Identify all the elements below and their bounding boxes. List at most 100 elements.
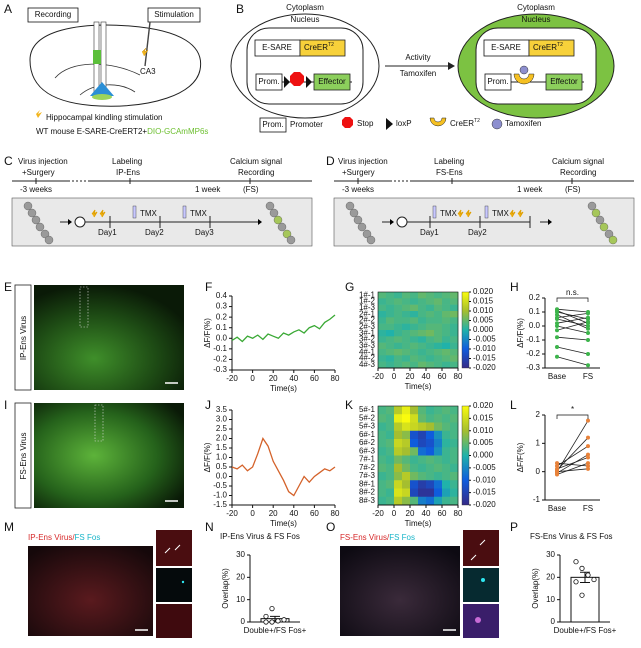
y-tick-label: 1.5 — [216, 443, 228, 452]
heat-cell — [410, 463, 419, 473]
label: T2 — [328, 42, 334, 48]
y-axis-label: ΔF/F(%) — [203, 318, 212, 348]
heat-cell — [434, 488, 443, 498]
heat-cell — [442, 311, 451, 318]
heat-cell — [442, 355, 451, 362]
heat-cell — [378, 298, 387, 305]
point — [275, 618, 281, 624]
heat-cell — [394, 406, 403, 415]
shape — [528, 39, 575, 57]
significance-bracket — [556, 297, 589, 302]
panel-a: Recording Stimulation CA3 Hippocampal ki… — [27, 7, 208, 136]
pair-line — [556, 457, 589, 470]
label: CA3 — [140, 67, 156, 76]
x-tick-label: FS — [583, 372, 593, 381]
label: IP-Ens Virus/ — [28, 533, 75, 542]
annotation: * — [571, 405, 574, 414]
heat-cell — [442, 488, 451, 498]
panel-b: Cytoplasm Nucleus E-SARE CreERT2 Prom. E… — [230, 3, 615, 133]
shape — [519, 65, 529, 75]
heat-cell — [450, 298, 459, 305]
heat-cell — [386, 304, 395, 312]
heat-cell — [450, 292, 459, 299]
label: Virus injection — [338, 157, 388, 166]
y-tick-label: -0.2 — [213, 355, 227, 364]
x-tick-label: 60 — [310, 509, 319, 518]
heat-cell — [402, 355, 411, 362]
shape — [23, 201, 33, 211]
heat-cell — [394, 298, 403, 305]
heat-cell — [442, 304, 451, 312]
shape — [313, 73, 351, 91]
x-tick-label: 40 — [289, 374, 298, 383]
heat-cell — [386, 439, 395, 448]
y-tick-label: 0.1 — [529, 307, 541, 316]
y-tick-label: 3.0 — [216, 415, 228, 424]
heat-cell — [410, 336, 419, 343]
label: C — [4, 154, 13, 168]
shape — [74, 216, 86, 228]
label: Labeling — [112, 157, 142, 166]
heat-cell — [394, 447, 403, 456]
heat-cell — [434, 422, 443, 432]
heat-cell — [426, 447, 435, 456]
heat-cell — [442, 414, 451, 423]
label: FS-Ens Virus — [19, 433, 28, 480]
label: D — [326, 154, 335, 168]
label: I — [4, 398, 7, 412]
shape — [34, 403, 184, 508]
point — [579, 565, 585, 572]
heat-cell — [402, 361, 411, 369]
heat-cell — [434, 323, 443, 331]
shape — [386, 118, 393, 130]
label: IP-Ens Virus/FS Fos — [28, 533, 100, 542]
heat-cell — [402, 480, 411, 489]
label: IP-Ens Virus — [19, 316, 28, 360]
heat-cell — [386, 317, 395, 324]
shape — [14, 402, 32, 509]
heat-cell — [394, 488, 403, 498]
label: TMX — [440, 209, 458, 218]
heat-cell — [402, 488, 411, 498]
row-label: 6#-2 — [359, 438, 376, 447]
row-label: 7#-2 — [359, 463, 376, 472]
heat-cell — [410, 422, 419, 432]
heat-cell — [418, 447, 427, 456]
x-tick-label: FS — [583, 504, 593, 513]
y-tick-label: 1 — [536, 438, 541, 447]
heat-cell — [426, 496, 435, 506]
heat-cell — [434, 472, 443, 481]
point — [573, 559, 579, 565]
shape — [357, 222, 367, 232]
label: 1 week — [195, 185, 221, 194]
label: T2 — [474, 118, 480, 124]
label: Effector — [318, 77, 346, 86]
y-tick-label: 30 — [236, 550, 245, 559]
y-axis-label: Overlap(%) — [221, 568, 230, 609]
heat-cell — [442, 463, 451, 473]
heat-cell — [378, 330, 387, 337]
chart-title: FS-Ens Virus & FS Fos — [530, 532, 613, 541]
heat-cell — [402, 342, 411, 350]
heat-cell — [426, 488, 435, 498]
shape — [156, 604, 192, 638]
label: -3 weeks — [342, 185, 374, 194]
shape — [181, 580, 185, 584]
label: Nucleus — [291, 15, 320, 24]
label: CreERT2 — [533, 42, 563, 52]
row-label: 8#-3 — [359, 496, 376, 505]
error-bar — [580, 571, 590, 583]
row-label: 3#-1 — [359, 328, 376, 337]
heat-cell — [410, 496, 419, 506]
point — [586, 315, 590, 320]
heat-cell — [442, 317, 451, 324]
point — [555, 461, 559, 466]
x-tick-label: 40 — [422, 372, 431, 381]
label: CreER — [533, 43, 557, 52]
shape — [608, 235, 618, 245]
label: Nucleus — [522, 15, 551, 24]
shape — [94, 404, 104, 442]
shape — [156, 530, 192, 566]
colorbar-label: 0.015 — [473, 297, 494, 306]
label: Stop — [357, 119, 374, 128]
